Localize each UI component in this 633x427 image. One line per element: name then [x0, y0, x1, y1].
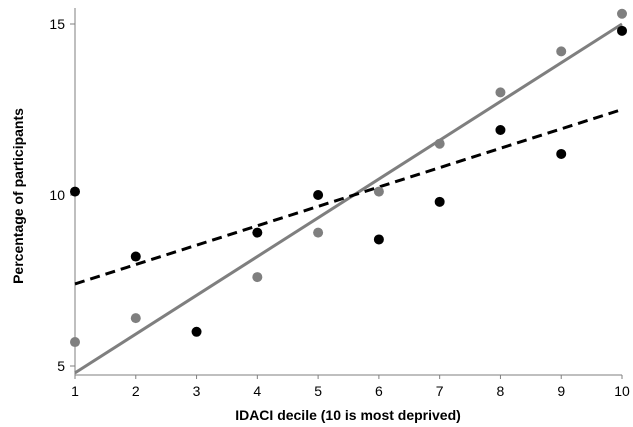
- data-point: [617, 8, 627, 19]
- data-point: [373, 186, 384, 197]
- data-point: [617, 25, 627, 36]
- data-points: [70, 8, 627, 348]
- x-tick-label: 1: [71, 383, 79, 399]
- data-point: [434, 196, 445, 207]
- data-point: [70, 337, 80, 348]
- data-point: [495, 87, 506, 98]
- y-tick-label: 5: [57, 358, 65, 374]
- y-axis-title: Percentage of participants: [10, 108, 26, 284]
- trendlines: [74, 22, 623, 375]
- data-point: [434, 138, 445, 149]
- data-point: [556, 46, 567, 57]
- x-tick-label: 9: [557, 383, 565, 399]
- x-tick-label: 2: [132, 383, 140, 399]
- data-point: [130, 313, 141, 324]
- x-tick-label: 4: [253, 383, 261, 399]
- x-tick-label: 7: [436, 383, 444, 399]
- y-tick-label: 10: [49, 187, 65, 203]
- data-point: [313, 190, 324, 200]
- x-tick-label: 8: [497, 383, 505, 399]
- data-point: [313, 227, 324, 238]
- data-point: [556, 148, 567, 159]
- x-tick-label: 3: [193, 383, 201, 399]
- trendline-solid: [74, 22, 623, 375]
- x-tick-label: 5: [314, 383, 322, 399]
- y-tick-label: 15: [49, 16, 65, 32]
- data-point: [252, 272, 263, 283]
- data-point: [495, 125, 506, 136]
- data-point: [130, 251, 141, 262]
- data-point: [70, 186, 80, 197]
- data-point: [373, 234, 384, 245]
- tick-labels: 1 2 3 4 5 6 7 8 9 10 5 10 15: [49, 16, 630, 399]
- x-axis-title: IDACI decile (10 is most deprived): [235, 407, 461, 423]
- x-tick-label: 6: [375, 383, 383, 399]
- data-point: [191, 326, 202, 337]
- data-point: [252, 227, 263, 238]
- x-tick-label: 10: [614, 383, 630, 399]
